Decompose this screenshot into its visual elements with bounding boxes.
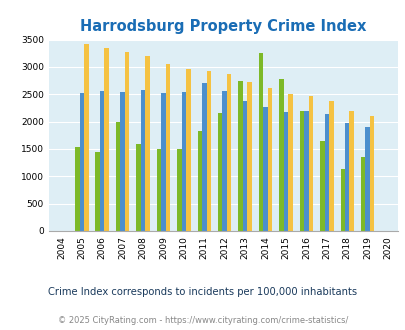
Bar: [141, 90, 145, 231]
Bar: [324, 114, 328, 231]
Bar: [120, 92, 125, 231]
Bar: [299, 111, 303, 231]
Bar: [217, 114, 222, 231]
Bar: [247, 82, 251, 231]
Bar: [344, 123, 349, 231]
Bar: [328, 101, 333, 231]
Bar: [136, 144, 141, 231]
Bar: [185, 69, 190, 231]
Bar: [104, 48, 109, 231]
Bar: [75, 147, 79, 231]
Bar: [288, 94, 292, 231]
Bar: [263, 107, 267, 231]
Bar: [283, 112, 288, 231]
Bar: [319, 141, 324, 231]
Bar: [156, 149, 161, 231]
Title: Harrodsburg Property Crime Index: Harrodsburg Property Crime Index: [80, 19, 366, 34]
Bar: [369, 115, 373, 231]
Bar: [79, 93, 84, 231]
Bar: [242, 101, 247, 231]
Bar: [161, 93, 165, 231]
Bar: [238, 81, 242, 231]
Bar: [145, 56, 149, 231]
Text: Crime Index corresponds to incidents per 100,000 inhabitants: Crime Index corresponds to incidents per…: [48, 287, 357, 297]
Bar: [177, 149, 181, 231]
Bar: [308, 96, 312, 231]
Bar: [115, 122, 120, 231]
Bar: [206, 71, 211, 231]
Bar: [125, 52, 129, 231]
Bar: [364, 127, 369, 231]
Bar: [95, 152, 100, 231]
Bar: [226, 74, 231, 231]
Bar: [181, 91, 185, 231]
Bar: [258, 53, 263, 231]
Bar: [267, 88, 272, 231]
Bar: [349, 111, 353, 231]
Bar: [100, 91, 104, 231]
Bar: [360, 157, 364, 231]
Bar: [279, 79, 283, 231]
Bar: [84, 44, 88, 231]
Bar: [165, 64, 170, 231]
Bar: [303, 111, 308, 231]
Bar: [197, 131, 202, 231]
Bar: [202, 83, 206, 231]
Bar: [340, 169, 344, 231]
Bar: [222, 91, 226, 231]
Text: © 2025 CityRating.com - https://www.cityrating.com/crime-statistics/: © 2025 CityRating.com - https://www.city…: [58, 315, 347, 325]
